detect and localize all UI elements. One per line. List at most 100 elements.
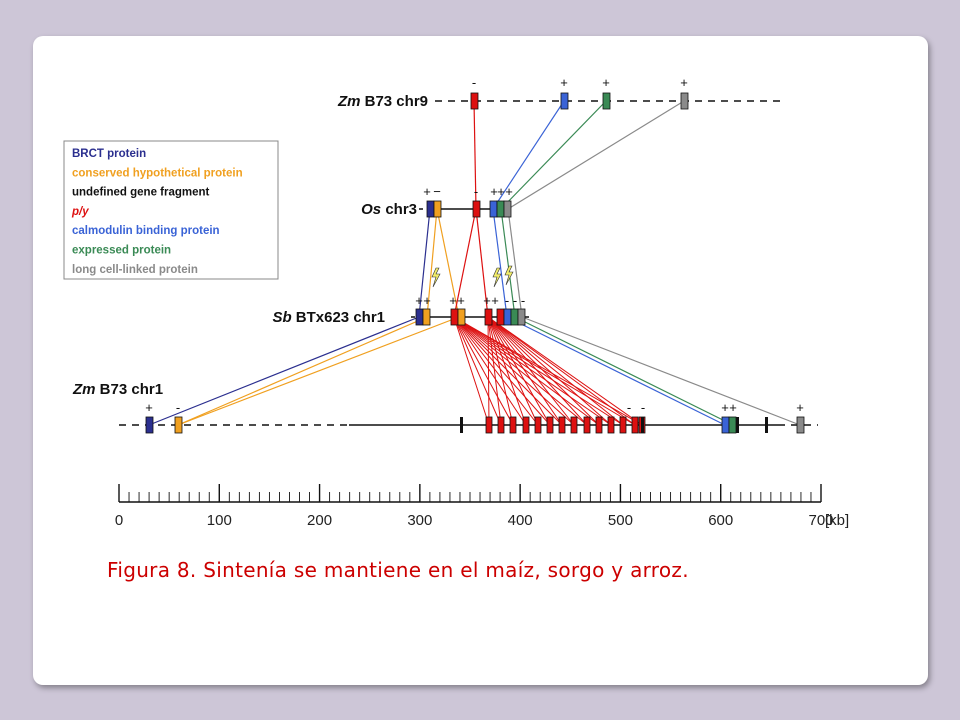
gene-os-expressed	[496, 200, 505, 218]
strand-sign-13: +	[457, 293, 465, 308]
gene-chr1-py-9	[595, 416, 603, 434]
link-sb-chr1-py-a-9	[453, 316, 600, 426]
species-name: Os	[361, 201, 385, 218]
scale-tick-label: 300	[407, 512, 432, 529]
gene-os-py	[472, 200, 481, 218]
strand-sign-17: -	[513, 293, 517, 308]
gene-chr1-brct	[145, 416, 154, 434]
gene-chr9-expressed	[602, 92, 611, 110]
link-sb-chr1-py-a-6	[453, 316, 563, 426]
legend-item-1: conserved hypothetical protein	[72, 167, 243, 179]
link-sb-chr1-py-a-7	[453, 316, 575, 426]
strand-sign-10: +	[415, 293, 423, 308]
link-sb-chr1-py-b-7	[487, 316, 575, 426]
gene-sb-brct	[415, 308, 424, 326]
link-sb-chr1-py-a-3	[453, 316, 527, 426]
strand-sign-9: +	[505, 184, 513, 199]
scale-tick-label: 0	[115, 512, 123, 529]
link-os-sb-brct	[418, 208, 431, 318]
link-sb-chr1-py-a-13	[453, 316, 643, 426]
link-sb-chr1-py-b-13	[487, 316, 643, 426]
strand-sign-11: +	[423, 293, 431, 308]
chromosome-label-os3: Os chr3	[361, 201, 417, 218]
gene-chr1-expressed	[728, 416, 737, 434]
figure-caption: Figura 8. Sintenía se mantiene en el maí…	[107, 558, 689, 582]
chromosome-name: B73 chr1	[100, 381, 163, 398]
link-sb-chr1-calmodulin	[506, 316, 726, 426]
link-chr9-os-long	[507, 100, 685, 210]
chromosome-label-zm1: Zm B73 chr1	[72, 381, 163, 398]
gene-chr1-py-4	[534, 416, 542, 434]
scale-tick-label: 100	[207, 512, 232, 529]
gene-chr1-py-6	[558, 416, 566, 434]
link-os-sb-conserved-b	[436, 208, 460, 318]
strand-sign-16: -	[505, 293, 509, 308]
link-sb-chr1-py-b-10	[487, 316, 612, 426]
link-chr9-os-expressed	[500, 100, 607, 210]
scale-tick-label: 600	[708, 512, 733, 529]
bolt-icon-2	[492, 267, 502, 288]
gene-chr1-py-2	[509, 416, 517, 434]
strand-sign-24: +	[729, 400, 737, 415]
gene-chr9-calmodulin	[560, 92, 569, 110]
link-sb-chr1-py-a-4	[453, 316, 539, 426]
link-sb-chr1-py-b-11	[487, 316, 624, 426]
link-sb-chr1-py-b-1	[487, 316, 502, 426]
gene-chr1-py-1	[497, 416, 505, 434]
link-sb-chr1-py-b-4	[487, 316, 539, 426]
legend-item-0: BRCT protein	[72, 148, 146, 160]
strand-sign-25: +	[796, 400, 804, 415]
strand-sign-12: +	[449, 293, 457, 308]
link-os-sb-calmodulin	[492, 208, 508, 318]
link-sb-chr1-py-a-0	[453, 316, 490, 426]
strand-sign-19: +	[145, 400, 153, 415]
link-sb-chr1-py-a-11	[453, 316, 624, 426]
strand-sign-15: +	[491, 293, 499, 308]
gene-chr1-undefined-c	[736, 417, 739, 433]
gene-sb-py-b	[484, 308, 493, 326]
link-os-sb-long	[507, 208, 523, 318]
link-chr9-os-calmodulin	[492, 100, 565, 210]
strand-sign-1: +	[560, 75, 568, 90]
link-os-sb-py-b	[475, 208, 489, 318]
gene-chr1-long	[796, 416, 805, 434]
link-sb-chr1-py-a-12	[453, 316, 636, 426]
link-sb-chr1-brct	[148, 316, 420, 426]
gene-os-calmodulin	[489, 200, 498, 218]
link-sb-chr1-py-a-8	[453, 316, 588, 426]
species-name: Zm	[72, 381, 100, 398]
strand-sign-22: -	[641, 400, 645, 415]
gene-chr1-py-7	[570, 416, 578, 434]
gene-os-brct	[426, 200, 435, 218]
chromosome-label-zm9: Zm B73 chr9	[337, 93, 428, 110]
scale-unit-label: [kb]	[825, 512, 849, 529]
link-sb-chr1-long	[521, 316, 801, 426]
gene-os-long	[503, 200, 512, 218]
synteny-figure: - + + ++ − - + + ++ + + + + + - - -+ - - - + + +Zm B73 chr9Os …	[63, 75, 849, 529]
gene-sb-conserved-b	[457, 308, 466, 326]
species-name: Zm	[337, 93, 365, 110]
bolt-icon-1	[431, 267, 441, 288]
gene-chr9-py	[470, 92, 479, 110]
chromosome-label-sb1: Sb BTx623 chr1	[272, 309, 385, 326]
gene-chr1-py-3	[522, 416, 530, 434]
link-sb-chr1-py-a-2	[453, 316, 514, 426]
scale-tick-label: 200	[307, 512, 332, 529]
link-chr9-os-py	[473, 100, 477, 210]
link-sb-chr1-py-a-1	[453, 316, 502, 426]
legend-item-6: long cell-linked protein	[72, 264, 198, 276]
strand-sign-21: -	[627, 400, 631, 415]
link-sb-chr1-py-b-9	[487, 316, 600, 426]
link-sb-chr1-conserved-b	[177, 316, 460, 426]
legend-item-4: calmodulin binding protein	[72, 225, 220, 237]
link-sb-chr1-py-b-3	[487, 316, 527, 426]
gene-sb-long	[517, 308, 526, 326]
link-sb-chr1-py-b-0	[487, 316, 490, 426]
gene-chr1-undefined-d	[765, 417, 768, 433]
chromosome-name: B73 chr9	[365, 93, 428, 110]
gene-sb-calmodulin	[503, 308, 512, 326]
scale-tick-label: 400	[508, 512, 533, 529]
link-os-sb-py-a	[453, 208, 477, 318]
link-sb-chr1-py-b-8	[487, 316, 588, 426]
strand-sign-23: +	[721, 400, 729, 415]
